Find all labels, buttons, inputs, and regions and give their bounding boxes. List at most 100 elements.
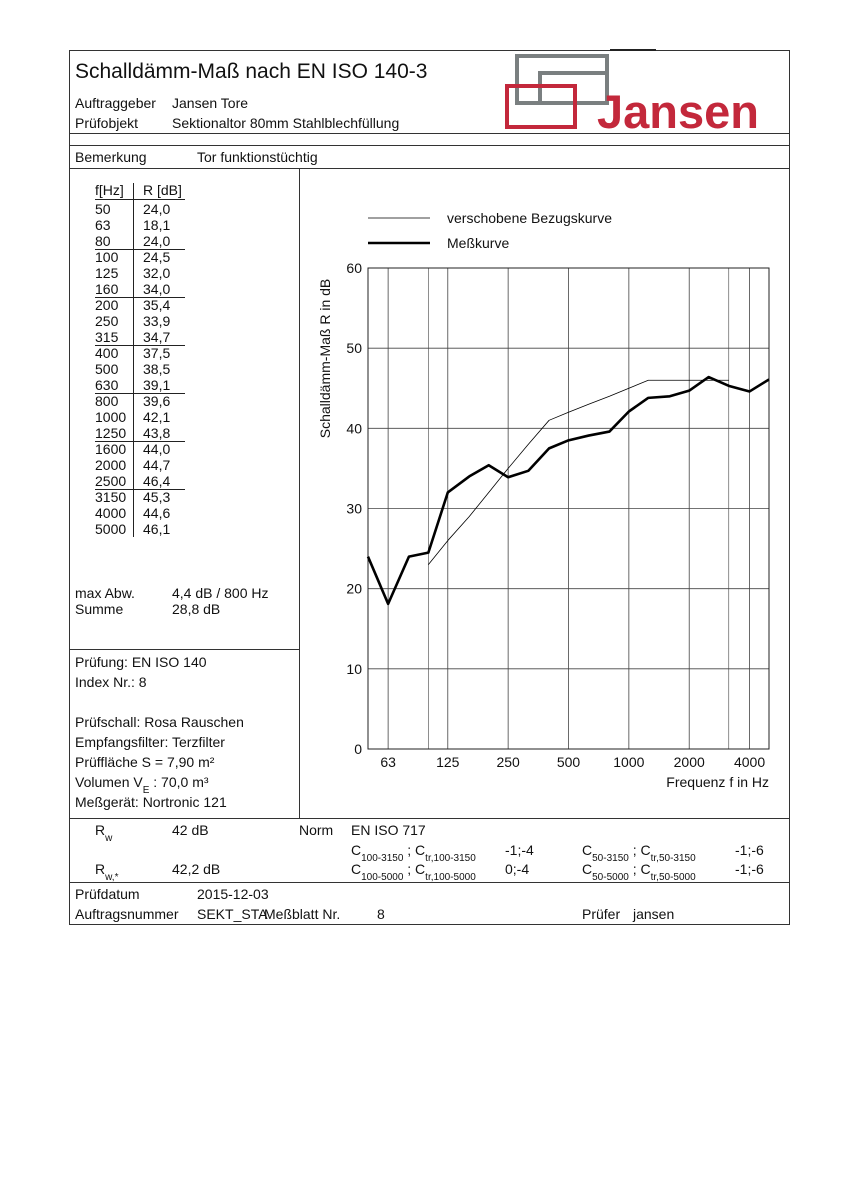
r-value: 44,6 [143, 505, 170, 521]
x-tick-label: 4000 [734, 754, 765, 770]
x-tick-label: 2000 [674, 754, 705, 770]
r-value: 46,4 [143, 473, 170, 489]
text-part: C [582, 861, 592, 877]
rich-text: Index Nr.: 8 [75, 674, 147, 690]
text-part: Prüfung: EN ISO 140 [75, 654, 207, 670]
text-part: C [351, 842, 361, 858]
subscript: 50-5000 [592, 872, 629, 883]
value: Sektionaltor 80mm Stahlblechfüllung [172, 115, 399, 131]
label: Summe [75, 601, 123, 617]
rich-text: Meßgerät: Nortronic 121 [75, 794, 227, 810]
text-part: C [582, 842, 592, 858]
x-tick-label: 125 [436, 754, 460, 770]
y-tick-label: 0 [354, 741, 362, 757]
plot-frame [367, 267, 770, 750]
value: 28,8 dB [172, 601, 220, 617]
y-tick-label: 50 [346, 340, 362, 356]
frequency: 4000 [95, 505, 126, 521]
frequency: 80 [95, 233, 111, 249]
rich-text: Rw [95, 822, 113, 844]
label: Auftragsnummer [75, 906, 179, 922]
x-tick-label: 1000 [613, 754, 644, 770]
y-tick-label: 30 [346, 501, 362, 517]
frequency: 500 [95, 361, 119, 377]
frequency: 5000 [95, 521, 126, 537]
text-part: Index Nr.: 8 [75, 674, 147, 690]
subscript: tr,50-5000 [651, 872, 696, 883]
column-header: R [dB] [143, 182, 182, 198]
rich-text: C50-3150 ; Ctr,50-3150 [582, 842, 696, 864]
r-value: 18,1 [143, 217, 170, 233]
rich-text: Prüfschall: Rosa Rauschen [75, 714, 244, 730]
text-part: R [95, 861, 105, 877]
r-value: 33,9 [143, 313, 170, 329]
rich-text: Prüffläche S = 7,90 m² [75, 754, 215, 770]
y-tick-label: 10 [346, 661, 362, 677]
title: Schalldämm-Maß nach EN ISO 140-3 [75, 60, 427, 83]
r-value: 44,7 [143, 457, 170, 473]
r-value: 35,4 [143, 297, 170, 313]
value: 8 [377, 906, 385, 922]
r-value: 37,5 [143, 345, 170, 361]
x-tick-label: 500 [557, 754, 581, 770]
frequency: 800 [95, 393, 119, 409]
legend-label: verschobene Bezugskurve [447, 210, 612, 226]
subscript: 50-3150 [592, 853, 629, 864]
logo-text: Jansen [597, 85, 759, 138]
subscript: w [104, 833, 113, 844]
rich-text: C100-5000 ; Ctr,100-5000 [351, 861, 476, 883]
frequency: 63 [95, 217, 111, 233]
text-part: : 70,0 m³ [149, 774, 208, 790]
frequency: 200 [95, 297, 119, 313]
label: Prüfer [582, 906, 620, 922]
frame [69, 50, 790, 925]
x-tick-label: 63 [380, 754, 396, 770]
r-value: 34,7 [143, 329, 170, 345]
subscript: tr,100-5000 [425, 872, 476, 883]
value: jansen [632, 906, 674, 922]
term-value: -1;-6 [735, 861, 764, 877]
frequency: 315 [95, 329, 119, 345]
y-axis-label: Schalldämm-Maß R in dB [317, 279, 333, 439]
logo: Jansen [505, 49, 759, 138]
r-value: 38,5 [143, 361, 170, 377]
r-value: 44,0 [143, 441, 170, 457]
rich-text: C50-5000 ; Ctr,50-5000 [582, 861, 696, 883]
subscript: tr,50-3150 [651, 853, 696, 864]
column-header: f[Hz] [95, 182, 124, 198]
text-part: ; C [629, 861, 651, 877]
r-value: 46,1 [143, 521, 170, 537]
frequency: 2500 [95, 473, 126, 489]
text-part: ; C [403, 842, 425, 858]
r-value: 39,6 [143, 393, 170, 409]
subscript: 100-5000 [361, 872, 404, 883]
subscript: E [143, 785, 150, 796]
value: 42,2 dB [172, 861, 220, 877]
text-part: ; C [629, 842, 651, 858]
outer-border [69, 50, 790, 925]
subscript: tr,100-3150 [425, 853, 476, 864]
text-part: R [95, 822, 105, 838]
label: Meßblatt Nr. [264, 906, 340, 922]
r-value: 24,0 [143, 233, 170, 249]
frequency: 1000 [95, 409, 126, 425]
y-tick-label: 20 [346, 581, 362, 597]
r-value: 43,8 [143, 425, 170, 441]
logo-shape [505, 84, 577, 129]
value: EN ISO 717 [351, 822, 426, 838]
r-value: 45,3 [143, 489, 170, 505]
frequency: 1250 [95, 425, 126, 441]
frequency: 160 [95, 281, 119, 297]
r-value: 39,1 [143, 377, 170, 393]
value: 2015-12-03 [197, 886, 269, 902]
frequency: 630 [95, 377, 119, 393]
text-part: Empfangsfilter: Terzfilter [75, 734, 225, 750]
r-value: 34,0 [143, 281, 170, 297]
value: Tor funktionstüchtig [197, 149, 318, 165]
term-value: -1;-6 [735, 842, 764, 858]
value: 4,4 dB / 800 Hz [172, 585, 269, 601]
value: 42 dB [172, 822, 209, 838]
chart: 0 10 20 30 40 50 60 63 125 250 500 1000 2000 4000 Freq… [317, 210, 770, 790]
